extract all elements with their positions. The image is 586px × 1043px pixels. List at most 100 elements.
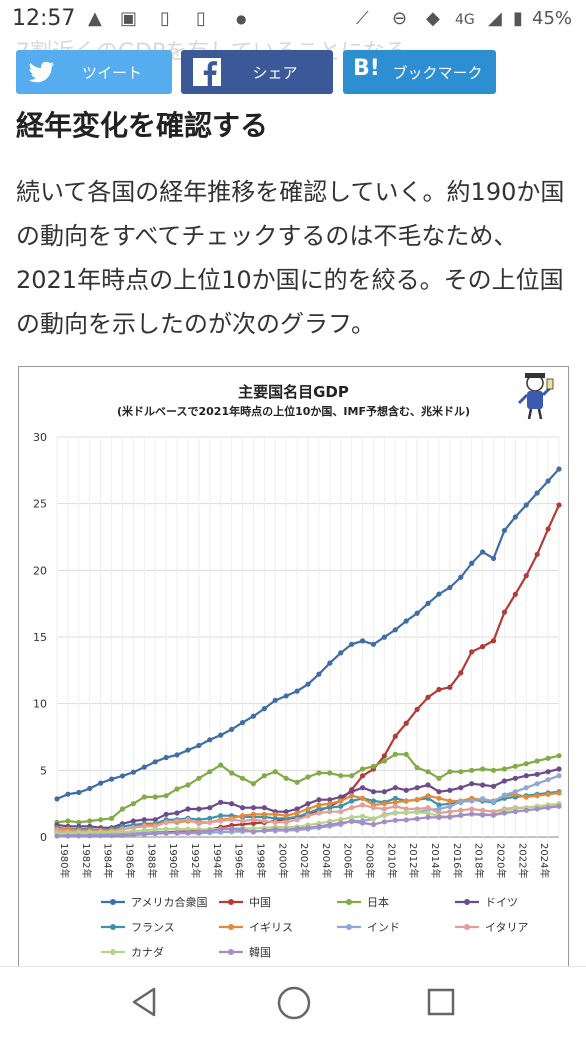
vibrate-icon: ⟋ [356, 8, 369, 29]
facebook-share-button[interactable]: シェア [181, 50, 333, 94]
data-point [556, 466, 562, 472]
x-tick-label: 2000年 [276, 843, 289, 878]
x-tick-label: 2008年 [364, 843, 377, 878]
data-point [469, 649, 475, 655]
data-point [545, 526, 551, 532]
data-point [534, 490, 540, 496]
data-point [272, 697, 278, 703]
hatena-bookmark-button[interactable]: B! ブックマーク [343, 50, 496, 94]
data-point [218, 813, 224, 819]
x-tick-label: 1986年 [123, 843, 136, 878]
data-point [316, 823, 322, 830]
data-point [305, 825, 311, 831]
data-point [458, 785, 464, 791]
data-point [523, 794, 529, 800]
data-point [403, 720, 409, 726]
data-point [414, 816, 420, 822]
data-point [480, 812, 486, 818]
data-point [152, 759, 158, 765]
data-point [458, 574, 464, 580]
x-tick-label: 2024年 [538, 843, 551, 878]
y-tick-label: 30 [33, 431, 47, 444]
data-point [283, 827, 289, 833]
data-point [305, 681, 311, 687]
data-point [403, 618, 409, 624]
data-point [381, 634, 387, 640]
y-tick-label: 25 [33, 498, 47, 511]
y-tick-label: 10 [33, 698, 47, 711]
data-point [283, 693, 289, 699]
data-point [218, 799, 224, 805]
data-point [141, 831, 147, 837]
data-point [338, 803, 344, 809]
data-point [512, 514, 518, 520]
tweet-button[interactable]: ツイート [16, 50, 172, 94]
data-point [392, 785, 398, 791]
data-point [403, 810, 409, 816]
data-point [327, 660, 333, 666]
data-point [501, 778, 508, 784]
data-point [141, 764, 147, 770]
data-point [359, 638, 366, 644]
data-point [196, 821, 202, 827]
chart-title: 主要国名目GDP [238, 383, 349, 401]
tweet-label: ツイート [81, 64, 142, 82]
mascot-illustration [517, 373, 554, 420]
image-icon: ▣ [120, 8, 138, 29]
home-icon[interactable] [276, 985, 312, 1021]
data-point [512, 591, 518, 597]
data-point [359, 795, 366, 801]
data-point [556, 502, 562, 508]
legend-label: カナダ [131, 945, 164, 959]
data-point [447, 769, 453, 775]
back-icon[interactable] [130, 985, 160, 1019]
data-point [272, 769, 278, 775]
data-point [381, 806, 387, 812]
data-point [305, 774, 311, 780]
data-point [119, 806, 126, 812]
data-point [545, 755, 551, 761]
x-tick-label: 1994年 [211, 843, 224, 878]
data-point [239, 805, 246, 811]
data-point [87, 833, 93, 839]
data-point [501, 766, 508, 772]
x-tick-label: 1988年 [145, 843, 158, 878]
data-point [523, 785, 529, 791]
data-point [392, 810, 398, 816]
data-point [152, 831, 158, 837]
data-point [294, 779, 300, 785]
data-point [250, 817, 257, 823]
do-not-disturb-icon: ⊖ [392, 8, 408, 29]
data-point [436, 814, 442, 820]
data-point [425, 793, 431, 799]
data-point [98, 780, 104, 786]
x-tick-label: 1998年 [254, 843, 267, 878]
signal-icon: ◢ [488, 8, 502, 29]
data-point [338, 816, 344, 822]
data-point [370, 798, 377, 804]
recent-apps-icon[interactable] [426, 985, 456, 1019]
data-point [196, 775, 202, 781]
data-point [403, 806, 409, 812]
data-point [196, 806, 202, 812]
data-point [545, 769, 551, 775]
data-point [185, 806, 191, 812]
data-point [480, 766, 486, 772]
data-point [108, 776, 115, 782]
data-point [229, 770, 235, 776]
x-tick-label: 2020年 [495, 843, 508, 878]
data-point [250, 781, 257, 787]
data-point [174, 826, 180, 832]
data-point [229, 826, 235, 832]
data-point [261, 818, 267, 824]
data-point [392, 733, 398, 739]
warning-icon: ▲ [88, 8, 102, 29]
y-tick-label: 20 [33, 564, 47, 577]
data-point [239, 813, 246, 819]
data-point [141, 827, 147, 833]
data-point [523, 502, 529, 508]
data-point [370, 816, 377, 822]
data-point [218, 732, 224, 738]
data-point [392, 803, 398, 809]
data-point [458, 799, 464, 805]
